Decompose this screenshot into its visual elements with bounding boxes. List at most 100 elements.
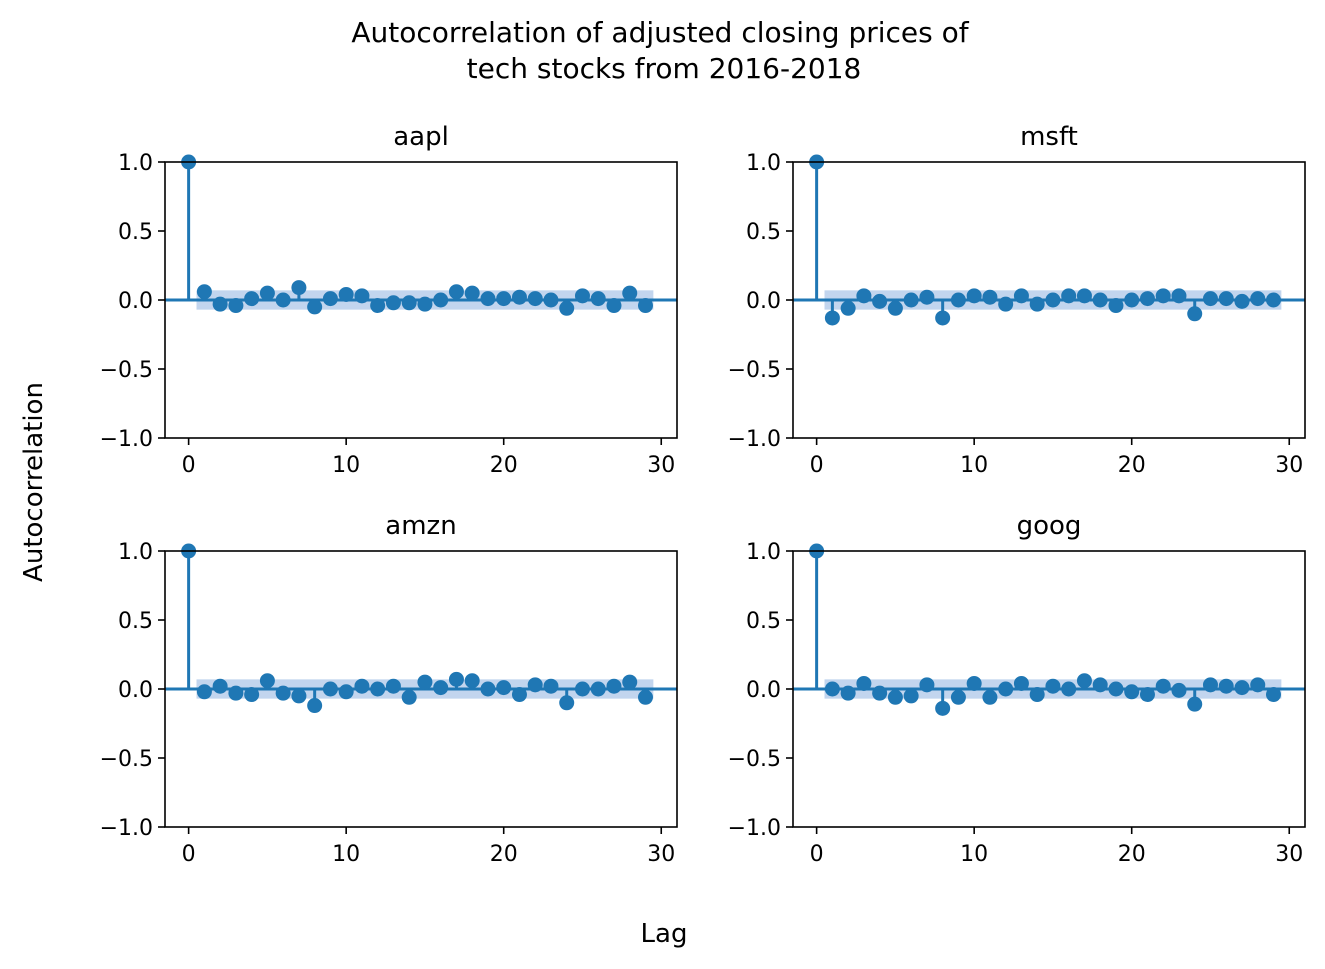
subplot-grid: aapl 1.0 0.5 0.0 −0.5 −1.0 0 10 20 30 msft 1.0 0.5 0.… xyxy=(100,122,1306,867)
marker-lag-19 xyxy=(1108,681,1124,697)
marker-lag-26 xyxy=(1218,678,1234,694)
y-tick-label: −0.5 xyxy=(728,747,781,772)
marker-lag-14 xyxy=(1029,687,1045,703)
marker-lag-26 xyxy=(1218,291,1234,307)
x-tick-label: 20 xyxy=(1118,842,1146,867)
marker-lag-17 xyxy=(448,284,464,300)
marker-lag-5 xyxy=(887,300,903,316)
y-tick-label: 1.0 xyxy=(746,151,781,176)
subplot-title: msft xyxy=(1020,122,1078,152)
y-tick-label: −0.5 xyxy=(728,358,781,383)
marker-lag-25 xyxy=(1202,677,1218,693)
marker-lag-22 xyxy=(527,291,543,307)
marker-lag-12 xyxy=(370,681,386,697)
marker-lag-6 xyxy=(275,685,291,701)
marker-lag-21 xyxy=(1139,291,1155,307)
marker-lag-5 xyxy=(259,673,275,689)
marker-lag-3 xyxy=(228,298,244,314)
marker-lag-15 xyxy=(417,674,433,690)
x-tick-label: 20 xyxy=(1118,453,1146,478)
marker-lag-22 xyxy=(1155,678,1171,694)
marker-lag-8 xyxy=(935,700,951,716)
marker-lag-10 xyxy=(338,286,354,302)
marker-lag-2 xyxy=(212,296,228,312)
marker-lag-23 xyxy=(1171,682,1187,698)
x-tick-label: 20 xyxy=(490,453,518,478)
y-tick-label: −0.5 xyxy=(100,747,153,772)
subplot-title: goog xyxy=(1017,511,1082,541)
marker-lag-17 xyxy=(1076,673,1092,689)
marker-lag-4 xyxy=(872,685,888,701)
marker-lag-13 xyxy=(385,295,401,311)
marker-lag-1 xyxy=(196,284,212,300)
marker-lag-9 xyxy=(322,291,338,307)
marker-lag-22 xyxy=(1155,288,1171,304)
y-tick-label: 0.0 xyxy=(118,289,153,314)
marker-lag-16 xyxy=(433,680,449,696)
y-tick-label: 0.5 xyxy=(746,609,781,634)
marker-lag-11 xyxy=(354,288,370,304)
marker-lag-1 xyxy=(196,684,212,700)
marker-lag-29 xyxy=(1265,292,1281,308)
y-tick-label: −1.0 xyxy=(728,816,781,841)
x-tick-label: 30 xyxy=(1275,453,1303,478)
subplot-title: aapl xyxy=(393,122,449,152)
marker-lag-20 xyxy=(496,680,512,696)
subplot-aapl: aapl 1.0 0.5 0.0 −0.5 −1.0 0 10 20 30 xyxy=(100,122,678,478)
y-tick-label: 0.0 xyxy=(746,678,781,703)
marker-lag-14 xyxy=(1029,296,1045,312)
marker-lag-26 xyxy=(590,291,606,307)
marker-lag-5 xyxy=(887,689,903,705)
marker-lag-17 xyxy=(1076,288,1092,304)
y-tick-label: −0.5 xyxy=(100,358,153,383)
marker-lag-6 xyxy=(903,292,919,308)
marker-lag-3 xyxy=(228,685,244,701)
y-tick-label: 0.0 xyxy=(746,289,781,314)
marker-lag-5 xyxy=(259,285,275,301)
marker-lag-24 xyxy=(1187,306,1203,322)
marker-lag-18 xyxy=(1092,677,1108,693)
marker-lag-27 xyxy=(606,678,622,694)
marker-lag-18 xyxy=(464,673,480,689)
marker-lag-19 xyxy=(1108,298,1124,314)
marker-lag-14 xyxy=(401,295,417,311)
marker-lag-10 xyxy=(966,675,982,691)
marker-lag-25 xyxy=(574,288,590,304)
marker-lag-29 xyxy=(637,689,653,705)
marker-lag-6 xyxy=(275,292,291,308)
marker-lag-1 xyxy=(824,310,840,326)
marker-lag-7 xyxy=(919,677,935,693)
marker-lag-20 xyxy=(1124,684,1140,700)
subplot-title: amzn xyxy=(385,511,456,541)
subplot-msft: msft 1.0 0.5 0.0 −0.5 −1.0 0 10 20 30 xyxy=(728,122,1306,478)
marker-lag-11 xyxy=(982,289,998,305)
marker-lag-25 xyxy=(1202,291,1218,307)
marker-lag-28 xyxy=(1250,677,1266,693)
marker-lag-27 xyxy=(1234,293,1250,309)
subplot-amzn: amzn 1.0 0.5 0.0 −0.5 −1.0 0 10 20 30 xyxy=(100,511,678,867)
marker-lag-9 xyxy=(950,292,966,308)
marker-lag-23 xyxy=(1171,288,1187,304)
marker-lag-21 xyxy=(511,687,527,703)
marker-lag-23 xyxy=(543,678,559,694)
marker-lag-28 xyxy=(622,285,638,301)
marker-lag-18 xyxy=(464,285,480,301)
x-tick-label: 0 xyxy=(810,453,824,478)
marker-lag-27 xyxy=(606,298,622,314)
marker-lag-24 xyxy=(1187,696,1203,712)
marker-lag-15 xyxy=(1045,292,1061,308)
marker-lag-23 xyxy=(543,292,559,308)
marker-lag-25 xyxy=(574,681,590,697)
marker-lag-16 xyxy=(1061,681,1077,697)
marker-lag-2 xyxy=(840,300,856,316)
marker-lag-29 xyxy=(637,298,653,314)
y-tick-label: 0.5 xyxy=(118,609,153,634)
x-tick-label: 0 xyxy=(810,842,824,867)
marker-lag-4 xyxy=(872,293,888,309)
x-tick-label: 10 xyxy=(960,453,988,478)
marker-lag-10 xyxy=(338,684,354,700)
x-tick-label: 10 xyxy=(332,453,360,478)
marker-lag-8 xyxy=(307,698,323,714)
y-tick-label: 0.5 xyxy=(746,220,781,245)
marker-lag-16 xyxy=(1061,288,1077,304)
